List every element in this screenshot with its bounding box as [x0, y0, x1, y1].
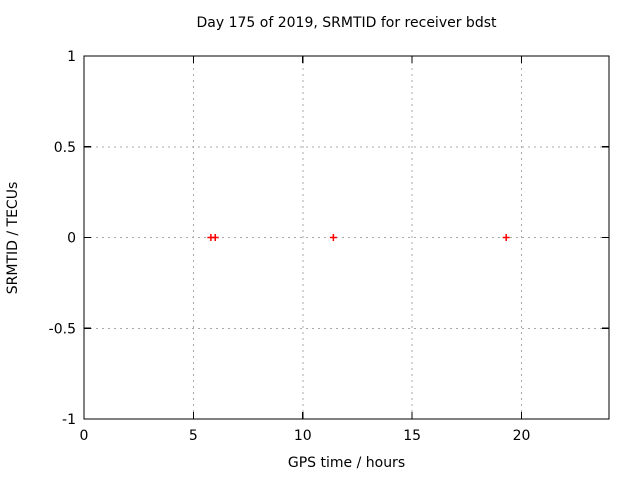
y-tick-label: 0.5: [54, 140, 76, 156]
y-tick-label: 0: [67, 231, 76, 247]
x-tick-label: 5: [189, 428, 198, 444]
y-tick-label: -0.5: [49, 321, 76, 337]
x-tick-label: 10: [294, 428, 312, 444]
x-axis-label: GPS time / hours: [287, 455, 406, 471]
data-point-marker: [502, 234, 510, 241]
data-point-marker: [211, 234, 219, 241]
x-tick-label: 15: [403, 428, 421, 444]
y-tick-label: -1: [62, 412, 76, 428]
x-tick-label: 0: [80, 428, 89, 444]
x-tick-label: 20: [513, 428, 531, 444]
data-point-marker: [329, 234, 337, 241]
y-tick-label: 1: [67, 49, 76, 65]
chart-title: Day 175 of 2019, SRMTID for receiver bds…: [196, 15, 497, 31]
